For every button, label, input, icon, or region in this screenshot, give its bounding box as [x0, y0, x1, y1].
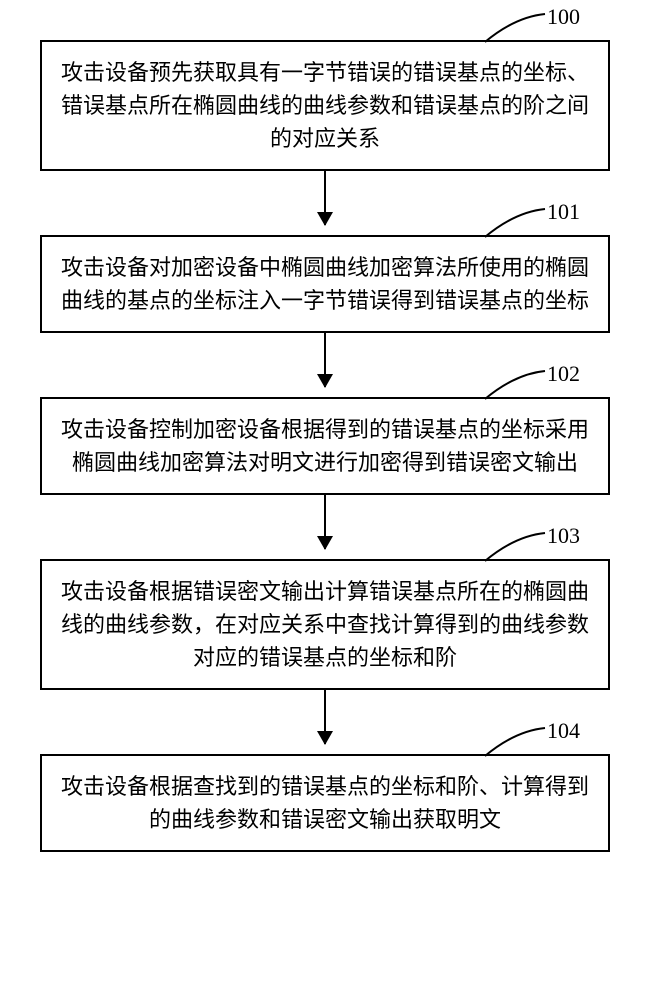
step-id-label: 103: [547, 523, 580, 549]
arrow-connector: [40, 690, 610, 754]
flow-step-101: 101 攻击设备对加密设备中椭圆曲线加密算法所使用的椭圆曲线的基点的坐标注入一字…: [40, 235, 610, 333]
flow-step-104: 104 攻击设备根据查找到的错误基点的坐标和阶、计算得到的曲线参数和错误密文输出…: [40, 754, 610, 852]
step-box: 攻击设备根据查找到的错误基点的坐标和阶、计算得到的曲线参数和错误密文输出获取明文: [40, 754, 610, 852]
step-box: 攻击设备预先获取具有一字节错误的错误基点的坐标、错误基点所在椭圆曲线的曲线参数和…: [40, 40, 610, 171]
step-id-label: 102: [547, 361, 580, 387]
step-box: 攻击设备对加密设备中椭圆曲线加密算法所使用的椭圆曲线的基点的坐标注入一字节错误得…: [40, 235, 610, 333]
step-text: 攻击设备根据错误密文输出计算错误基点所在的椭圆曲线的曲线参数，在对应关系中查找计…: [61, 579, 589, 670]
arrow-connector: [40, 333, 610, 397]
step-id-label: 100: [547, 4, 580, 30]
flowchart: 100 攻击设备预先获取具有一字节错误的错误基点的坐标、错误基点所在椭圆曲线的曲…: [40, 40, 610, 852]
step-box: 攻击设备根据错误密文输出计算错误基点所在的椭圆曲线的曲线参数，在对应关系中查找计…: [40, 559, 610, 690]
step-text: 攻击设备对加密设备中椭圆曲线加密算法所使用的椭圆曲线的基点的坐标注入一字节错误得…: [61, 255, 589, 313]
arrow-connector: [40, 171, 610, 235]
arrow-connector: [40, 495, 610, 559]
step-text: 攻击设备根据查找到的错误基点的坐标和阶、计算得到的曲线参数和错误密文输出获取明文: [61, 774, 589, 832]
flow-step-103: 103 攻击设备根据错误密文输出计算错误基点所在的椭圆曲线的曲线参数，在对应关系…: [40, 559, 610, 690]
step-id-label: 101: [547, 199, 580, 225]
flow-step-102: 102 攻击设备控制加密设备根据得到的错误基点的坐标采用椭圆曲线加密算法对明文进…: [40, 397, 610, 495]
step-box: 攻击设备控制加密设备根据得到的错误基点的坐标采用椭圆曲线加密算法对明文进行加密得…: [40, 397, 610, 495]
step-text: 攻击设备控制加密设备根据得到的错误基点的坐标采用椭圆曲线加密算法对明文进行加密得…: [61, 417, 589, 475]
flow-step-100: 100 攻击设备预先获取具有一字节错误的错误基点的坐标、错误基点所在椭圆曲线的曲…: [40, 40, 610, 171]
step-text: 攻击设备预先获取具有一字节错误的错误基点的坐标、错误基点所在椭圆曲线的曲线参数和…: [61, 60, 589, 151]
step-id-label: 104: [547, 718, 580, 744]
